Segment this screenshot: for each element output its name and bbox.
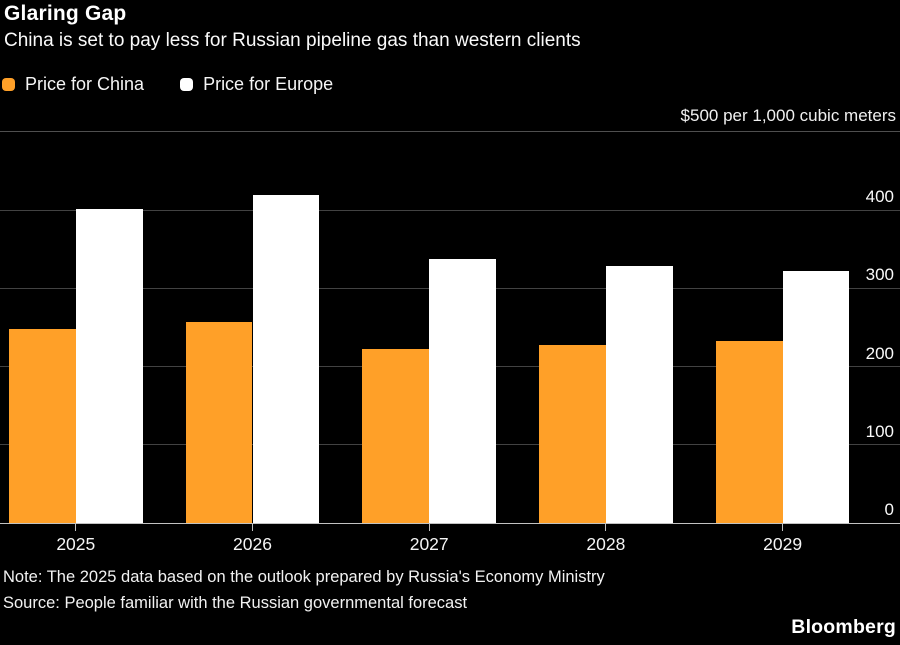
ytick-label-100: 100 <box>865 421 894 441</box>
chart-subtitle: China is set to pay less for Russian pip… <box>4 30 581 51</box>
bar-china-2026 <box>185 322 253 523</box>
legend-item-china: Price for China <box>2 74 144 95</box>
bar-europe-2026 <box>252 194 320 523</box>
europe-swatch-icon <box>180 78 194 91</box>
bar-china-2025 <box>9 329 76 523</box>
xtick-label-2025: 2025 <box>56 534 96 554</box>
footer-note: Note: The 2025 data based on the outlook… <box>3 568 605 586</box>
legend: Price for China Price for Europe <box>2 74 333 95</box>
ytick-label-0: 0 <box>884 500 894 519</box>
xtick-mark-2029 <box>782 523 784 531</box>
footer-source: Source: People familiar with the Russian… <box>3 594 468 612</box>
xtick-label-2028: 2028 <box>586 534 626 554</box>
xtick-mark-2026 <box>252 523 253 531</box>
bar-europe-2028 <box>605 265 673 523</box>
y-axis-unit-label: $500 per 1,000 cubic meters <box>680 106 896 125</box>
ytick-label-200: 200 <box>865 343 894 363</box>
xtick-label-2029: 2029 <box>763 534 803 554</box>
ytick-label-300: 300 <box>865 265 894 285</box>
bar-europe-2025 <box>75 208 143 523</box>
ytick-label-400: 400 <box>865 187 894 207</box>
bar-europe-2027 <box>429 259 496 523</box>
bloomberg-logo: Bloomberg <box>791 616 896 638</box>
xtick-label-2027: 2027 <box>409 534 449 554</box>
xtick-mark-2025 <box>75 523 77 531</box>
legend-item-europe: Price for Europe <box>180 74 333 95</box>
chart-title: Glaring Gap <box>4 2 127 25</box>
xtick-label-2026: 2026 <box>233 534 272 554</box>
plot-area: 0 100 200 300 400 <box>0 131 900 524</box>
xtick-mark-2028 <box>605 523 607 531</box>
gridline-400 <box>0 209 900 211</box>
bar-china-2028 <box>539 344 606 523</box>
china-swatch-icon <box>2 78 15 91</box>
bar-china-2027 <box>362 349 430 523</box>
bar-europe-2029 <box>782 271 850 523</box>
bar-china-2029 <box>715 340 783 523</box>
xtick-mark-2027 <box>428 523 430 531</box>
legend-label-europe: Price for Europe <box>203 74 334 94</box>
legend-label-china: Price for China <box>25 74 145 94</box>
